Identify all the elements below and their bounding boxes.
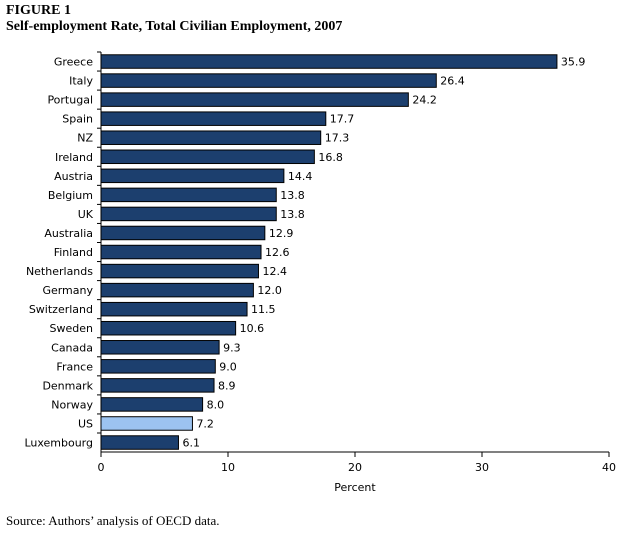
category-label-australia: Australia <box>44 227 93 240</box>
value-label-norway: 8.0 <box>207 398 225 411</box>
category-label-us: US <box>78 417 93 430</box>
bar-us <box>100 416 193 431</box>
category-label-germany: Germany <box>42 284 93 297</box>
category-label-luxembourg: Luxembourg <box>24 437 93 450</box>
category-label-portugal: Portugal <box>47 94 93 107</box>
x-axis-label: Percent <box>334 481 376 494</box>
figure-label: FIGURE 1 <box>6 3 71 18</box>
value-label-greece: 35.9 <box>561 56 586 69</box>
category-label-sweden: Sweden <box>50 322 93 335</box>
bar-nz <box>100 130 322 145</box>
category-label-belgium: Belgium <box>48 189 93 202</box>
category-label-uk: UK <box>78 208 94 221</box>
x-tick-label-10: 10 <box>221 461 235 474</box>
value-label-switzerland: 11.5 <box>251 303 275 316</box>
x-tick-label-30: 30 <box>475 461 489 474</box>
category-label-finland: Finland <box>54 246 93 259</box>
bar-luxembourg <box>100 435 179 450</box>
value-label-australia: 12.9 <box>269 227 294 240</box>
category-label-italy: Italy <box>69 75 93 88</box>
bar-finland <box>100 244 262 260</box>
bar-germany <box>100 282 254 298</box>
bar-austria <box>100 168 285 184</box>
value-label-ireland: 16.8 <box>318 151 343 164</box>
bar-italy <box>100 73 437 88</box>
category-label-france: France <box>56 360 93 373</box>
category-label-netherlands: Netherlands <box>26 265 93 278</box>
value-label-italy: 26.4 <box>440 75 465 88</box>
category-label-ireland: Ireland <box>55 151 93 164</box>
labels-layer: Greece 35.9 Italy 26.4 Portugal 24.2 Spain 17.7… <box>24 56 585 450</box>
category-label-spain: Spain <box>62 113 93 126</box>
bar-netherlands <box>100 263 259 279</box>
x-ticks-layer: 0 10 20 30 40 <box>97 51 616 474</box>
bar-spain <box>100 111 327 126</box>
category-label-canada: Canada <box>51 341 93 354</box>
bars-layer <box>100 54 558 450</box>
bar-greece <box>100 54 558 69</box>
category-label-switzerland: Switzerland <box>29 303 93 316</box>
x-tick-label-40: 40 <box>602 461 616 474</box>
value-label-belgium: 13.8 <box>280 189 305 202</box>
category-label-nz: NZ <box>77 132 93 145</box>
value-label-nz: 17.3 <box>325 132 350 145</box>
bar-ireland <box>100 149 315 165</box>
value-label-denmark: 8.9 <box>218 379 236 392</box>
category-label-austria: Austria <box>54 170 93 183</box>
bar-switzerland <box>100 301 248 317</box>
bar-portugal <box>100 92 409 107</box>
value-label-luxembourg: 6.1 <box>182 437 200 450</box>
value-label-uk: 13.8 <box>280 208 305 221</box>
category-label-greece: Greece <box>54 56 93 69</box>
value-label-sweden: 10.6 <box>240 322 265 335</box>
bar-france <box>100 359 216 374</box>
value-label-canada: 9.3 <box>223 341 241 354</box>
chart-title: Self-employment Rate, Total Civilian Emp… <box>6 19 343 34</box>
value-label-germany: 12.0 <box>257 284 282 297</box>
source-note: Source: Authors’ analysis of OECD data. <box>6 513 220 528</box>
value-label-netherlands: 12.4 <box>262 265 287 278</box>
value-label-spain: 17.7 <box>330 113 355 126</box>
bar-denmark <box>100 378 215 393</box>
bar-norway <box>100 397 204 412</box>
bar-australia <box>100 225 266 241</box>
bar-uk <box>100 206 277 222</box>
value-label-us: 7.2 <box>196 417 214 430</box>
bar-belgium <box>100 187 277 203</box>
x-tick-label-20: 20 <box>348 461 362 474</box>
value-label-finland: 12.6 <box>265 246 290 259</box>
bar-canada <box>100 340 220 355</box>
x-tick-label-0: 0 <box>98 461 105 474</box>
category-label-norway: Norway <box>51 398 93 411</box>
value-label-portugal: 24.2 <box>412 94 437 107</box>
category-label-denmark: Denmark <box>42 379 93 392</box>
bar-sweden <box>100 320 237 336</box>
value-label-france: 9.0 <box>219 360 237 373</box>
value-label-austria: 14.4 <box>288 170 313 183</box>
